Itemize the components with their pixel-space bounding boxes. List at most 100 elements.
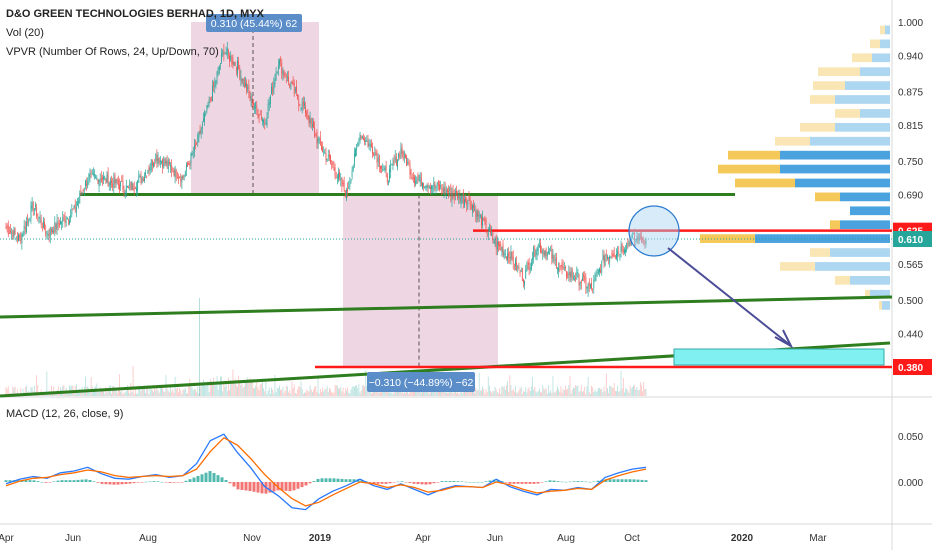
- volume-bar: [401, 388, 403, 396]
- candle-body: [389, 168, 390, 180]
- candle-body: [528, 262, 530, 271]
- macd-histogram-bar: [8, 480, 12, 482]
- volume-bar: [195, 389, 196, 396]
- candle-body: [220, 63, 221, 65]
- macd-histogram-bar: [140, 482, 144, 483]
- volume-bar: [637, 390, 639, 396]
- macd-histogram-bar: [220, 477, 224, 482]
- candle-body: [443, 186, 445, 195]
- volume-bar: [264, 391, 266, 396]
- volume-bar: [199, 387, 201, 396]
- candle-body: [62, 217, 64, 223]
- volume-bar: [525, 387, 527, 396]
- candle-body: [287, 76, 288, 78]
- volume-bar: [282, 386, 284, 396]
- candle-body: [562, 266, 564, 268]
- macd-histogram-bar: [260, 482, 264, 494]
- volume-bar: [365, 370, 367, 396]
- macd-histogram-bar: [44, 482, 48, 483]
- volume-spike: [199, 298, 200, 396]
- candle-body: [157, 158, 159, 164]
- volume-bar: [339, 388, 341, 396]
- macd-histogram-bar: [108, 482, 112, 485]
- volume-bar: [306, 389, 308, 396]
- macd-histogram-bar: [360, 479, 364, 482]
- macd-histogram-bar: [504, 482, 508, 483]
- macd-histogram-bar: [228, 482, 232, 484]
- volume-bar: [229, 390, 230, 396]
- candle-body: [431, 185, 432, 190]
- volume-bar: [554, 392, 556, 396]
- candle-body: [89, 173, 91, 178]
- candle-body: [435, 186, 437, 189]
- range-up-box: [191, 22, 319, 195]
- volume-bar: [519, 388, 521, 396]
- volume-bar: [158, 392, 160, 396]
- candle-body: [117, 179, 119, 186]
- candle-body: [641, 236, 642, 243]
- macd-histogram-bar: [420, 482, 424, 485]
- volume-bar: [592, 387, 594, 396]
- candle-body: [68, 220, 69, 222]
- candle-body: [252, 102, 254, 106]
- volume-bar: [157, 390, 159, 396]
- candle-body: [63, 215, 65, 218]
- candle-body: [92, 173, 94, 176]
- macd-histogram-bar: [588, 481, 592, 483]
- candle-body: [490, 228, 491, 233]
- candle-body: [242, 78, 244, 84]
- candle-body: [169, 162, 170, 165]
- volume-bar: [437, 389, 439, 396]
- volume-bar: [342, 387, 344, 396]
- volume-bar: [324, 388, 326, 396]
- volume-bar: [432, 390, 434, 396]
- overlays[interactable]: [628, 205, 885, 366]
- candle-body: [58, 222, 60, 227]
- macd-histogram-bar: [196, 475, 200, 482]
- candle-body: [315, 134, 317, 136]
- volume-bar: [381, 392, 383, 396]
- candle-body: [553, 256, 555, 258]
- candle-body: [78, 200, 80, 203]
- candle-body: [391, 164, 393, 166]
- candle-body: [21, 233, 23, 244]
- candle-body: [380, 166, 381, 169]
- volume-bar: [641, 385, 642, 396]
- volume-bar: [570, 393, 572, 396]
- candle-body: [13, 229, 15, 237]
- volume-bar: [402, 393, 404, 396]
- volume-bar: [254, 388, 255, 396]
- candle-body: [290, 84, 292, 90]
- volume-bar: [183, 389, 185, 396]
- candle-body: [376, 154, 378, 164]
- volume-bar: [483, 388, 485, 396]
- volume-bar: [536, 392, 538, 396]
- price-tick-label: 0.940: [898, 51, 923, 62]
- candle-body: [31, 202, 33, 209]
- volume-bar: [465, 391, 466, 396]
- volume-bar: [552, 376, 554, 396]
- candle-body: [432, 187, 434, 189]
- volume-bar: [481, 390, 482, 396]
- candle-body: [585, 277, 587, 289]
- candle-body: [195, 144, 196, 146]
- macd-histogram-bar: [28, 480, 32, 482]
- volume-bar: [283, 393, 285, 396]
- volume-bar: [352, 385, 354, 396]
- macd-tick-label: 0.000: [898, 478, 923, 489]
- candle-body: [276, 71, 278, 73]
- candle-body: [513, 266, 515, 268]
- volume-bar: [588, 392, 590, 396]
- volume-bar: [361, 385, 363, 396]
- volume-bar: [495, 389, 497, 396]
- candle-body: [485, 218, 487, 232]
- vp-up-bar: [850, 276, 890, 285]
- volume-bar: [117, 387, 119, 396]
- volume-bar: [281, 390, 283, 396]
- candle-body: [384, 167, 386, 170]
- candle-body: [229, 55, 230, 62]
- candle-body: [249, 91, 251, 99]
- volume-bar: [221, 376, 223, 396]
